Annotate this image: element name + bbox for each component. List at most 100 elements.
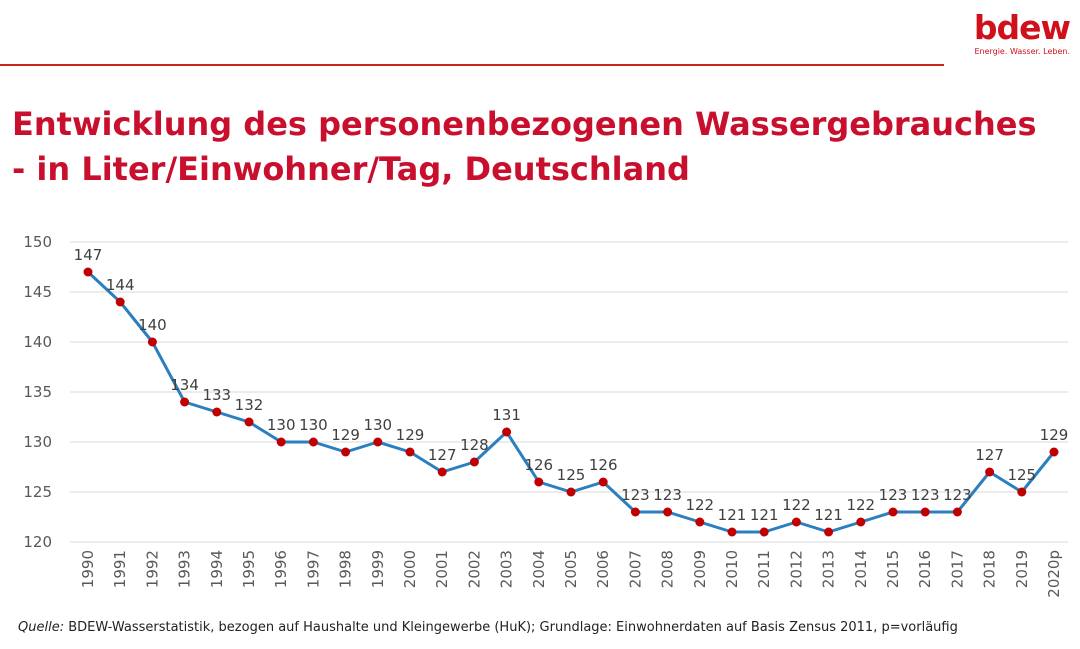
x-tick-label: 2007 [626,550,644,588]
x-tick-label: 2020p [1045,550,1063,598]
data-label: 122 [685,496,714,514]
page-title: Entwicklung des personenbezogenen Wasser… [12,102,1037,192]
data-point [824,527,834,537]
data-point [663,507,673,517]
x-tick-label: 2013 [820,550,838,588]
x-tick-label: 1994 [208,550,226,588]
y-tick-label: 135 [23,383,52,401]
x-tick-label: 2000 [401,550,419,588]
x-tick-label: 2002 [465,550,483,588]
data-label: 130 [267,416,296,434]
data-label: 123 [911,486,940,504]
data-point [598,477,608,487]
data-point [276,437,286,447]
data-point [888,507,898,517]
data-point [469,457,479,467]
x-tick-label: 2010 [723,550,741,588]
x-tick-label: 2015 [884,550,902,588]
data-label: 132 [235,396,264,414]
data-point [695,517,705,527]
y-tick-label: 140 [23,333,52,351]
source-note: Quelle: BDEW-Wasserstatistik, bezogen au… [18,620,958,635]
data-point [83,267,93,277]
data-label: 128 [460,436,489,454]
data-point [115,297,125,307]
x-tick-label: 1991 [111,550,129,588]
data-point [630,507,640,517]
line-chart: 120 125 130 135 140 145 150 1990 1991 1992 1993 199… [23,233,1069,598]
data-label: 125 [557,466,586,484]
data-point [180,397,190,407]
x-tick-label: 2006 [594,550,612,588]
data-label: 126 [589,456,618,474]
data-label: 123 [653,486,682,504]
data-label: 130 [363,416,392,434]
x-tick-label: 2012 [787,550,805,588]
header-rule [0,64,944,66]
data-label: 147 [74,246,103,264]
data-label: 122 [846,496,875,514]
data-label: 122 [782,496,811,514]
data-label: 134 [170,376,199,394]
source-label: Quelle: [18,620,65,635]
y-tick-label: 130 [23,433,52,451]
data-point [759,527,769,537]
x-tick-label: 1999 [369,550,387,588]
data-label: 123 [879,486,908,504]
data-label: 129 [1040,426,1069,444]
data-label: 140 [138,316,167,334]
x-tick-label: 2017 [948,550,966,588]
x-tick-label: 1995 [240,550,258,588]
logo-tagline: Energie. Wasser. Leben. [974,47,1070,56]
data-point [308,437,318,447]
y-tick-label: 150 [23,233,52,251]
x-tick-label: 2001 [433,550,451,588]
data-label: 121 [750,506,779,524]
data-point [405,447,415,457]
data-label: 144 [106,276,135,294]
y-tick-label: 125 [23,483,52,501]
data-point [791,517,801,527]
data-label: 126 [524,456,553,474]
x-tick-label: 1998 [337,550,355,588]
x-tick-label: 2004 [530,550,548,588]
x-tick-label: 2003 [498,550,516,588]
data-label: 121 [814,506,843,524]
data-label: 129 [331,426,360,444]
data-label: 123 [943,486,972,504]
data-label: 127 [975,446,1004,464]
title-line-2: - in Liter/Einwohner/Tag, Deutschland [12,150,690,188]
data-point [920,507,930,517]
data-point [727,527,737,537]
data-point [341,447,351,457]
data-point [244,417,254,427]
data-label: 123 [621,486,650,504]
data-point [502,427,512,437]
data-point [985,467,995,477]
source-text: BDEW-Wasserstatistik, bezogen auf Hausha… [64,620,958,635]
x-tick-label: 2016 [916,550,934,588]
data-label: 130 [299,416,328,434]
bdew-logo: bdew Energie. Wasser. Leben. [958,10,1071,57]
data-point [1049,447,1059,457]
x-tick-label: 2009 [691,550,709,588]
data-point [1017,487,1027,497]
y-tick-label: 120 [23,533,52,551]
data-label: 133 [202,386,231,404]
x-tick-label: 1993 [176,550,194,588]
data-label: 129 [396,426,425,444]
x-tick-label: 1990 [79,550,97,588]
x-tick-label: 2008 [659,550,677,588]
data-point [212,407,222,417]
x-tick-label: 1996 [272,550,290,588]
data-label: 127 [428,446,457,464]
x-tick-label: 1992 [143,550,161,588]
data-label: 125 [1007,466,1036,484]
x-tick-label: 2005 [562,550,580,588]
data-point [147,337,157,347]
data-point [566,487,576,497]
data-point [534,477,544,487]
x-tick-label: 1997 [304,550,322,588]
y-tick-label: 145 [23,283,52,301]
x-tick-label: 2019 [1013,550,1031,588]
